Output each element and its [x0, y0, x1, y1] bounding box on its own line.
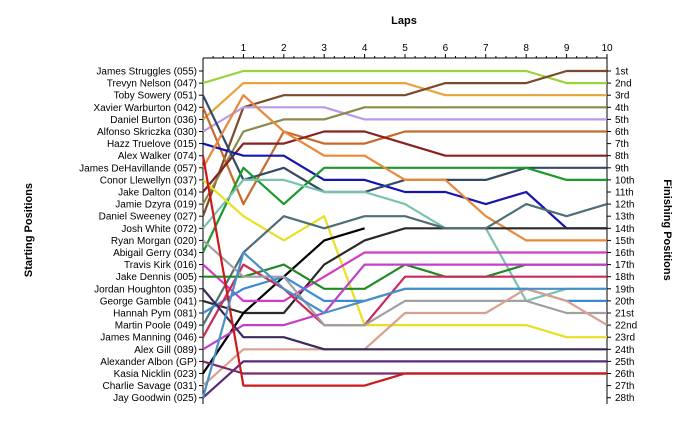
- starting-driver-label: George Gamble (041): [100, 296, 197, 307]
- starting-driver-label: Jamie Dzyra (019): [115, 200, 197, 211]
- x-tick-label: 5: [402, 43, 408, 54]
- finishing-position-label: 7th: [615, 139, 629, 150]
- starting-driver-label: Alex Gill (089): [134, 345, 197, 356]
- driver-series-line-14: [202, 227, 607, 315]
- finishing-position-label: 24th: [615, 345, 634, 356]
- x-tick-label: 3: [321, 43, 327, 54]
- left-axis-title: Starting Positions: [23, 183, 35, 277]
- driver-series-line-1: [202, 69, 607, 85]
- starting-driver-label: Daniel Burton (036): [110, 115, 197, 126]
- driver-series-line-7: [202, 130, 607, 193]
- starting-driver-label: Hazz Truelove (015): [107, 139, 197, 150]
- driver-series-line-27: [201, 155, 607, 387]
- starting-driver-label: Jake Dennis (005): [116, 272, 197, 283]
- finishing-position-label: 12th: [615, 200, 634, 211]
- driver-series-line-10: [202, 166, 607, 253]
- finishing-position-label: 21st: [615, 309, 634, 320]
- finishing-position-label: 2nd: [615, 79, 632, 90]
- finishing-position-label: 14th: [615, 224, 634, 235]
- driver-series-line-26: [202, 360, 607, 375]
- finishing-position-label: 27th: [615, 381, 634, 392]
- finishing-position-label: 16th: [615, 248, 634, 259]
- finishing-position-label: 9th: [615, 163, 629, 174]
- finishing-position-label: 1st: [615, 67, 629, 78]
- starting-driver-label: James Struggles (055): [96, 67, 197, 78]
- finishing-position-label: 25th: [615, 357, 634, 368]
- x-tick-label: 2: [281, 43, 287, 54]
- driver-series-line-28: [201, 251, 607, 398]
- finishing-position-label: 13th: [615, 212, 634, 223]
- driver-series-line-3: [201, 69, 607, 217]
- starting-driver-label: Jake Dalton (014): [118, 188, 197, 199]
- x-tick-label: 10: [601, 43, 613, 54]
- x-axis-title: Laps: [391, 15, 417, 27]
- starting-driver-label: Toby Sowery (051): [114, 91, 197, 102]
- finishing-position-label: 22nd: [615, 321, 637, 332]
- starting-driver-label: Conor Llewellyn (037): [100, 175, 197, 186]
- finishing-position-label: 8th: [615, 151, 629, 162]
- finishing-position-label: 3rd: [615, 91, 629, 102]
- starting-driver-label: Trevyn Nelson (047): [107, 79, 197, 90]
- starting-driver-label: Martin Poole (049): [115, 321, 197, 332]
- driver-series-line-23: [202, 287, 608, 387]
- starting-driver-label: James Manning (046): [100, 333, 197, 344]
- driver-series-line-4: [202, 106, 607, 133]
- finishing-position-label: 5th: [615, 115, 629, 126]
- x-tick-label: 9: [564, 43, 570, 54]
- starting-driver-label: Alex Walker (074): [118, 151, 197, 162]
- x-tick-label: 6: [443, 43, 449, 54]
- finishing-position-label: 17th: [615, 260, 634, 271]
- driver-series-line-22: [202, 263, 607, 351]
- starting-driver-label: Alfonso Skriczka (030): [97, 127, 197, 138]
- starting-driver-label: James DeHavillande (057): [79, 163, 197, 174]
- x-tick-label: 7: [483, 43, 489, 54]
- driver-series-line-8: [202, 142, 607, 230]
- finishing-position-label: 18th: [615, 272, 634, 283]
- starting-driver-label: Kasia Nicklin (023): [114, 369, 197, 380]
- starting-driver-label: Alexander Albon (GP): [100, 357, 197, 368]
- starting-driver-label: Jay Goodwin (025): [113, 393, 197, 404]
- driver-series-line-20: [202, 263, 607, 338]
- starting-driver-label: Josh White (072): [121, 224, 197, 235]
- starting-driver-label: Abigail Gerry (034): [113, 248, 197, 259]
- starting-driver-label: Travis Kirk (016): [124, 260, 197, 271]
- driver-series-line-2: [202, 81, 607, 121]
- finishing-position-label: 15th: [615, 236, 634, 247]
- finishing-position-label: 26th: [615, 369, 634, 380]
- finishing-position-label: 28th: [615, 393, 634, 404]
- driver-series-line-24: [202, 288, 607, 351]
- starting-driver-label: Ryan Morgan (020): [111, 236, 197, 247]
- starting-driver-label: Hannah Pym (081): [113, 309, 197, 320]
- x-tick-label: 8: [523, 43, 529, 54]
- finishing-position-label: 23rd: [615, 333, 635, 344]
- driver-series-line-5: [202, 106, 607, 205]
- starting-driver-label: Jordan Houghton (035): [94, 284, 197, 295]
- driver-series-line-13: [202, 179, 607, 339]
- driver-series-line-25: [202, 360, 607, 399]
- x-tick-label: 4: [362, 43, 368, 54]
- x-tick-label: 1: [241, 43, 247, 54]
- starting-driver-label: Daniel Sweeney (027): [99, 212, 197, 223]
- driver-series-line-12: [202, 178, 607, 302]
- starting-driver-label: Xavier Warburton (042): [93, 103, 197, 114]
- finishing-position-label: 6th: [615, 127, 629, 138]
- starting-driver-label: Charlie Savage (031): [103, 381, 198, 392]
- finishing-position-label: 4th: [615, 103, 629, 114]
- driver-series-line-15: [202, 203, 608, 326]
- finishing-position-label: 19th: [615, 284, 634, 295]
- finishing-position-label: 11th: [615, 188, 634, 199]
- finishing-position-label: 20th: [615, 296, 634, 307]
- driver-series-line-11: [202, 94, 607, 242]
- finishing-position-label: 10th: [615, 175, 634, 186]
- right-axis-title: Finishing Positions: [661, 179, 673, 280]
- driver-series-line-17: [202, 251, 607, 302]
